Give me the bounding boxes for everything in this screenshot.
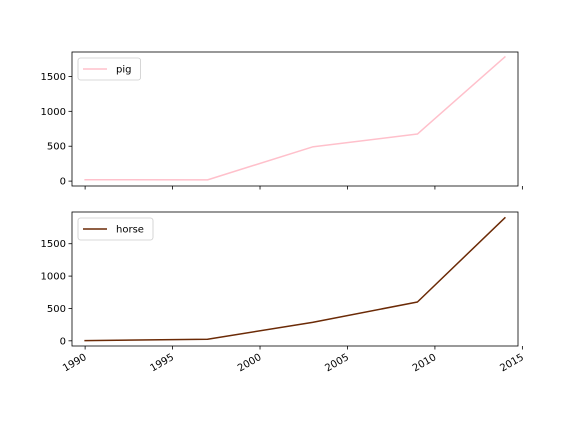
- legend-box: [77, 57, 141, 81]
- x-tick-label: 2015: [498, 352, 526, 374]
- axes-frame-2: [71, 211, 519, 347]
- y-tick-label: 1000: [41, 107, 66, 118]
- series-line-horse: [84, 216, 506, 342]
- x-tick-label: 2010: [411, 352, 439, 374]
- subplot-2: 0 500 1000 1500 1990 1995 2000 2005 2010 2015 hors…: [41, 211, 526, 374]
- legend-label: horse: [116, 225, 144, 236]
- y-tick-label: 0: [60, 177, 66, 188]
- series-line-pig: [84, 55, 506, 181]
- legend-2: horse: [77, 217, 154, 241]
- legend-box: [77, 217, 154, 241]
- subplot-1: 0 500 1000 1500 pig: [41, 51, 523, 190]
- y-tick-label: 1500: [41, 239, 66, 250]
- y-tick-label: 1000: [41, 272, 66, 283]
- x-tick-label: 1990: [61, 352, 89, 374]
- x-tick-label: 2000: [236, 352, 264, 374]
- x-tick-label: 2005: [323, 352, 351, 374]
- y-tick-label: 500: [47, 142, 66, 153]
- axes-frame-1: [71, 51, 519, 187]
- legend-1: pig: [77, 57, 141, 81]
- y-tick-label: 500: [47, 304, 66, 315]
- x-tick-label: 1995: [149, 352, 177, 374]
- y-tick-label: 0: [60, 336, 66, 347]
- y-tick-label: 1500: [41, 72, 66, 83]
- legend-label: pig: [116, 65, 131, 76]
